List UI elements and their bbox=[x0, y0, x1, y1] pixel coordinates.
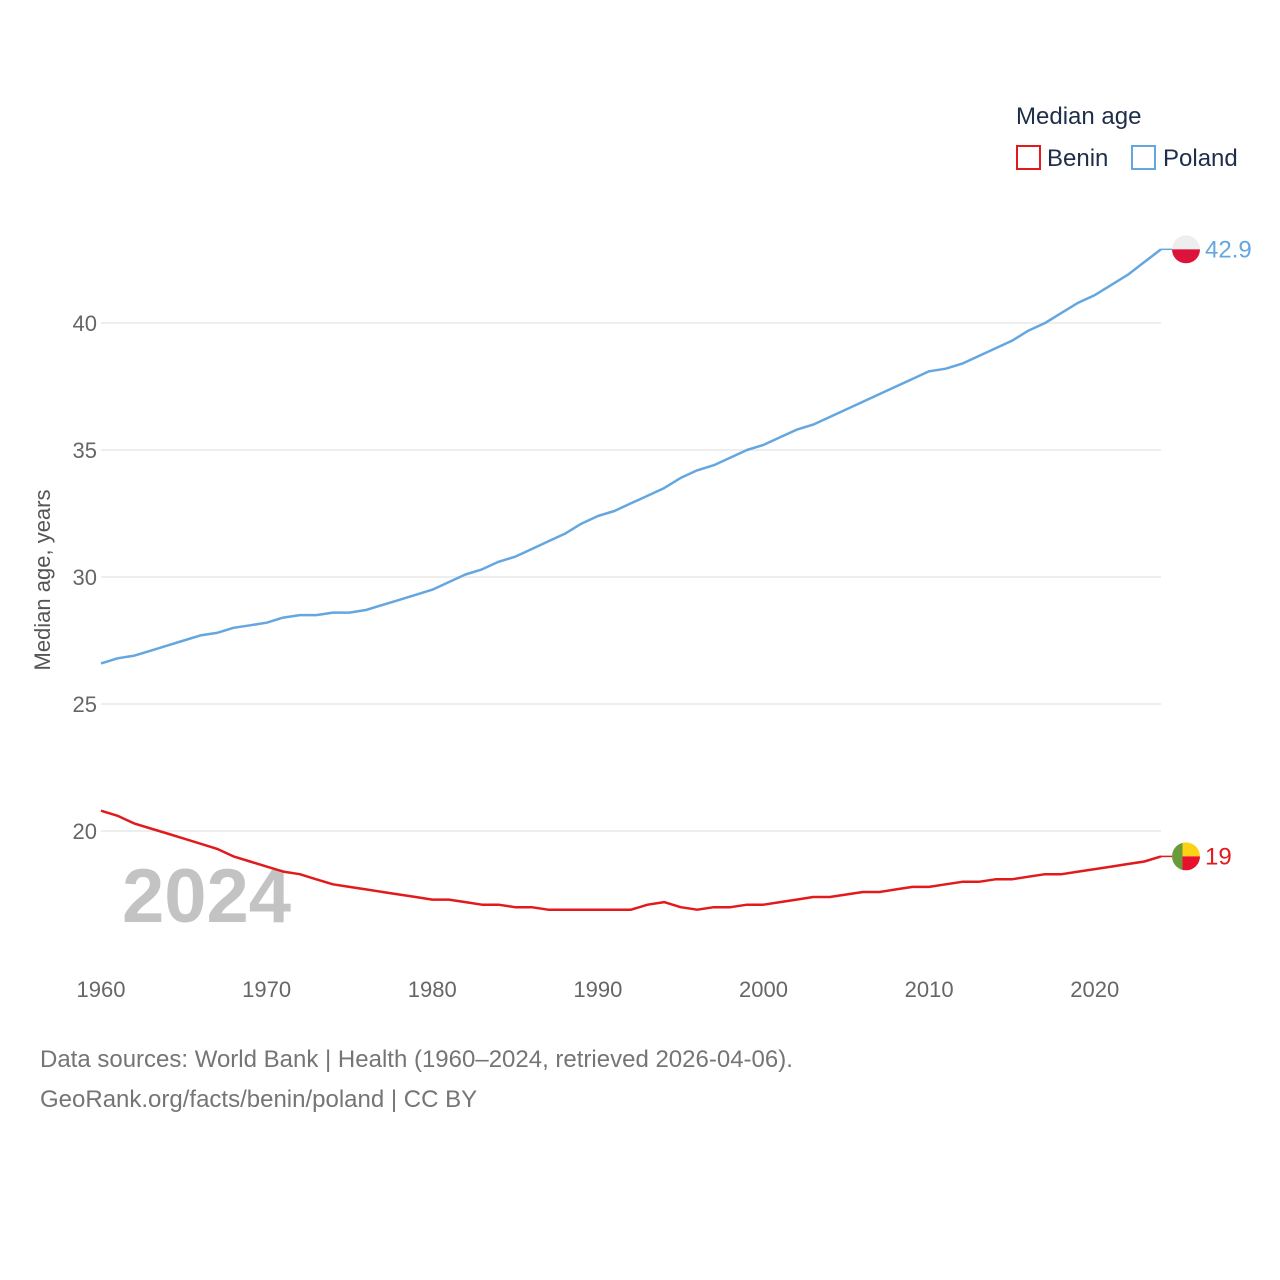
y-tick-label: 30 bbox=[73, 565, 97, 590]
legend: Median age Benin Poland bbox=[1016, 103, 1238, 172]
x-tick-label: 1960 bbox=[77, 977, 126, 1002]
series-line-benin[interactable] bbox=[100, 809, 1162, 911]
end-value-label-benin: 19 bbox=[1205, 843, 1232, 870]
year-watermark: 2024 bbox=[122, 854, 291, 939]
poland-flag-icon bbox=[1172, 235, 1200, 264]
credit-text: GeoRank.org/facts/benin/poland | CC BY bbox=[40, 1086, 478, 1113]
y-axis-ticks: 20 25 30 35 40 bbox=[73, 311, 97, 844]
x-tick-label: 2010 bbox=[905, 977, 954, 1002]
y-axis-label: Median age, years bbox=[30, 490, 55, 671]
end-labels: 19 42.9 bbox=[1161, 235, 1252, 871]
legend-swatch-poland bbox=[1131, 145, 1156, 170]
y-tick-label: 35 bbox=[73, 438, 97, 463]
grid-lines bbox=[101, 322, 1161, 832]
x-tick-label: 1970 bbox=[242, 977, 291, 1002]
y-tick-label: 40 bbox=[73, 311, 97, 336]
end-value-label-poland: 42.9 bbox=[1205, 236, 1252, 263]
x-tick-label: 1990 bbox=[573, 977, 622, 1002]
legend-swatch-benin bbox=[1016, 145, 1041, 170]
x-axis-ticks: 1960 1970 1980 1990 2000 2010 2020 bbox=[77, 977, 1120, 1002]
legend-item-benin[interactable]: Benin bbox=[1016, 145, 1108, 172]
footer: Data sources: World Bank | Health (1960–… bbox=[40, 1040, 793, 1120]
series-line-poland[interactable] bbox=[100, 248, 1162, 665]
x-tick-label: 2020 bbox=[1070, 977, 1119, 1002]
x-tick-label: 2000 bbox=[739, 977, 788, 1002]
legend-label-poland: Poland bbox=[1163, 145, 1238, 172]
x-tick-label: 1980 bbox=[408, 977, 457, 1002]
legend-item-poland[interactable]: Poland bbox=[1131, 145, 1238, 172]
y-tick-label: 20 bbox=[73, 819, 97, 844]
legend-title: Median age bbox=[1016, 103, 1141, 130]
series-lines bbox=[100, 248, 1162, 911]
y-tick-label: 25 bbox=[73, 692, 97, 717]
legend-label-benin: Benin bbox=[1047, 145, 1108, 172]
data-sources-text: Data sources: World Bank | Health (1960–… bbox=[40, 1046, 793, 1073]
